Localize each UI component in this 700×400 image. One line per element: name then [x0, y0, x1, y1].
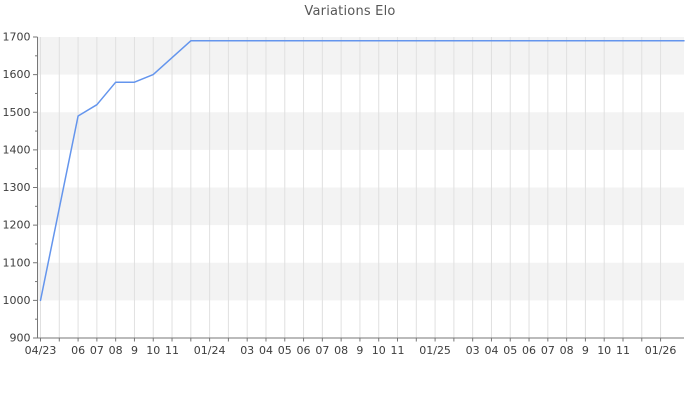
y-tick-label: 1600: [3, 68, 31, 81]
x-tick-label: 08: [334, 344, 348, 357]
y-tick-label: 1100: [3, 256, 31, 269]
x-tick-label: 05: [503, 344, 517, 357]
y-tick-label: 900: [10, 332, 31, 345]
x-tick-label: 9: [582, 344, 589, 357]
x-tick-label: 04: [484, 344, 498, 357]
x-tick-label: 06: [297, 344, 311, 357]
x-tick-label: 01/24: [194, 344, 226, 357]
plot-band: [37, 262, 684, 301]
x-tick-label: 06: [71, 344, 85, 357]
x-tick-label: 07: [90, 344, 104, 357]
x-tick-label: 01/25: [419, 344, 451, 357]
elo-series-line: [39, 40, 685, 302]
x-tick-label: 06: [522, 344, 536, 357]
x-tick-label: 07: [315, 344, 329, 357]
x-tick-label: 07: [541, 344, 555, 357]
y-tick-label: 1200: [3, 219, 31, 232]
x-tick-label: 03: [240, 344, 254, 357]
y-tick-label: 1500: [3, 106, 31, 119]
x-tick-label: 9: [131, 344, 138, 357]
x-tick-label: 04: [259, 344, 273, 357]
plot-band: [37, 37, 684, 75]
x-tick-label: 9: [356, 344, 363, 357]
x-tick-label: 10: [597, 344, 611, 357]
y-tick-label: 1700: [3, 31, 31, 44]
y-tick-label: 1300: [3, 181, 31, 194]
x-tick-label: 03: [466, 344, 480, 357]
x-tick-label: 11: [391, 344, 405, 357]
x-tick-label: 04/23: [25, 344, 57, 357]
y-tick-label: 1400: [3, 143, 31, 156]
x-tick-label: 10: [146, 344, 160, 357]
chart-title: Variations Elo: [304, 4, 396, 19]
plot-band: [37, 187, 684, 226]
x-tick-label: 11: [616, 344, 630, 357]
plot-band: [37, 112, 684, 150]
x-tick-label: 05: [278, 344, 292, 357]
x-tick-label: 08: [109, 344, 123, 357]
x-tick-label: 08: [560, 344, 574, 357]
x-tick-label: 10: [372, 344, 386, 357]
y-tick-label: 1000: [3, 294, 31, 307]
x-tick-label: 11: [165, 344, 179, 357]
x-tick-label: 01/26: [645, 344, 677, 357]
